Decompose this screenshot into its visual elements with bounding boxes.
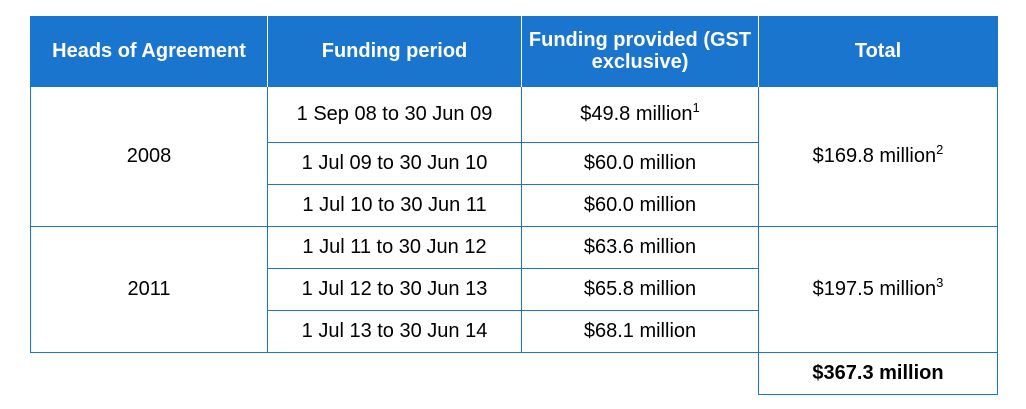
funding-table: Heads of Agreement Funding period Fundin… [30, 16, 998, 395]
funding-period-cell: 1 Jul 13 to 30 Jun 14 [267, 310, 522, 353]
footnote-ref: 2 [936, 142, 944, 157]
funding-amount-cell: $63.6 million [521, 226, 759, 269]
funding-period-cell: 1 Jul 12 to 30 Jun 13 [267, 268, 522, 311]
group-total-cell: $169.8 million2 [758, 86, 998, 227]
footnote-ref: 3 [936, 275, 944, 290]
group-total-text: $169.8 million [812, 145, 937, 167]
funding-amount-cell: $68.1 million [521, 310, 759, 353]
header-funding-period: Funding period [267, 16, 522, 87]
header-row: Heads of Agreement Funding period Fundin… [30, 16, 998, 87]
group-total-text: $197.5 million [812, 278, 937, 300]
header-heads-of-agreement: Heads of Agreement [30, 16, 268, 87]
blank-cell [30, 352, 759, 395]
table-row: 1 Jul 12 to 30 Jun 13 $65.8 million [31, 268, 998, 311]
funding-amount-cell: $65.8 million [521, 268, 759, 311]
header-funding-provided: Funding provided (GST exclusive) [521, 16, 759, 87]
funding-period-cell: 1 Sep 08 to 30 Jun 09 [267, 86, 522, 143]
table-row: 2008 1 Sep 08 to 30 Jun 09 $49.8 million… [30, 86, 998, 227]
agreement-year-cell: 2008 [30, 86, 268, 227]
funding-amount-cell: $60.0 million [521, 142, 759, 185]
funding-period-cell: 1 Jul 11 to 30 Jun 12 [267, 226, 522, 269]
group-total-cell: $197.5 million3 [758, 226, 998, 353]
table-row: 1 Jul 13 to 30 Jun 14 $68.1 million [31, 310, 998, 353]
funding-period-cell: 1 Jul 10 to 30 Jun 11 [267, 184, 522, 227]
header-total: Total [758, 16, 998, 87]
table-row: 1 Jul 09 to 30 Jun 10 $60.0 million [31, 142, 998, 185]
table-row: 1 Jul 10 to 30 Jun 11 $60.0 million [31, 184, 998, 227]
grand-total-cell: $367.3 million [758, 352, 998, 395]
funding-amount-cell: $60.0 million [521, 184, 759, 227]
footnote-ref: 1 [692, 100, 700, 115]
agreement-year-cell: 2011 [30, 226, 268, 353]
funding-amount-text: $49.8 million [580, 103, 693, 125]
funding-period-cell: 1 Jul 09 to 30 Jun 10 [267, 142, 522, 185]
funding-amount-cell: $49.8 million1 [521, 86, 759, 143]
grand-total-row: $367.3 million [30, 352, 998, 395]
table-row: 2011 1 Jul 11 to 30 Jun 12 $63.6 million… [30, 226, 998, 353]
